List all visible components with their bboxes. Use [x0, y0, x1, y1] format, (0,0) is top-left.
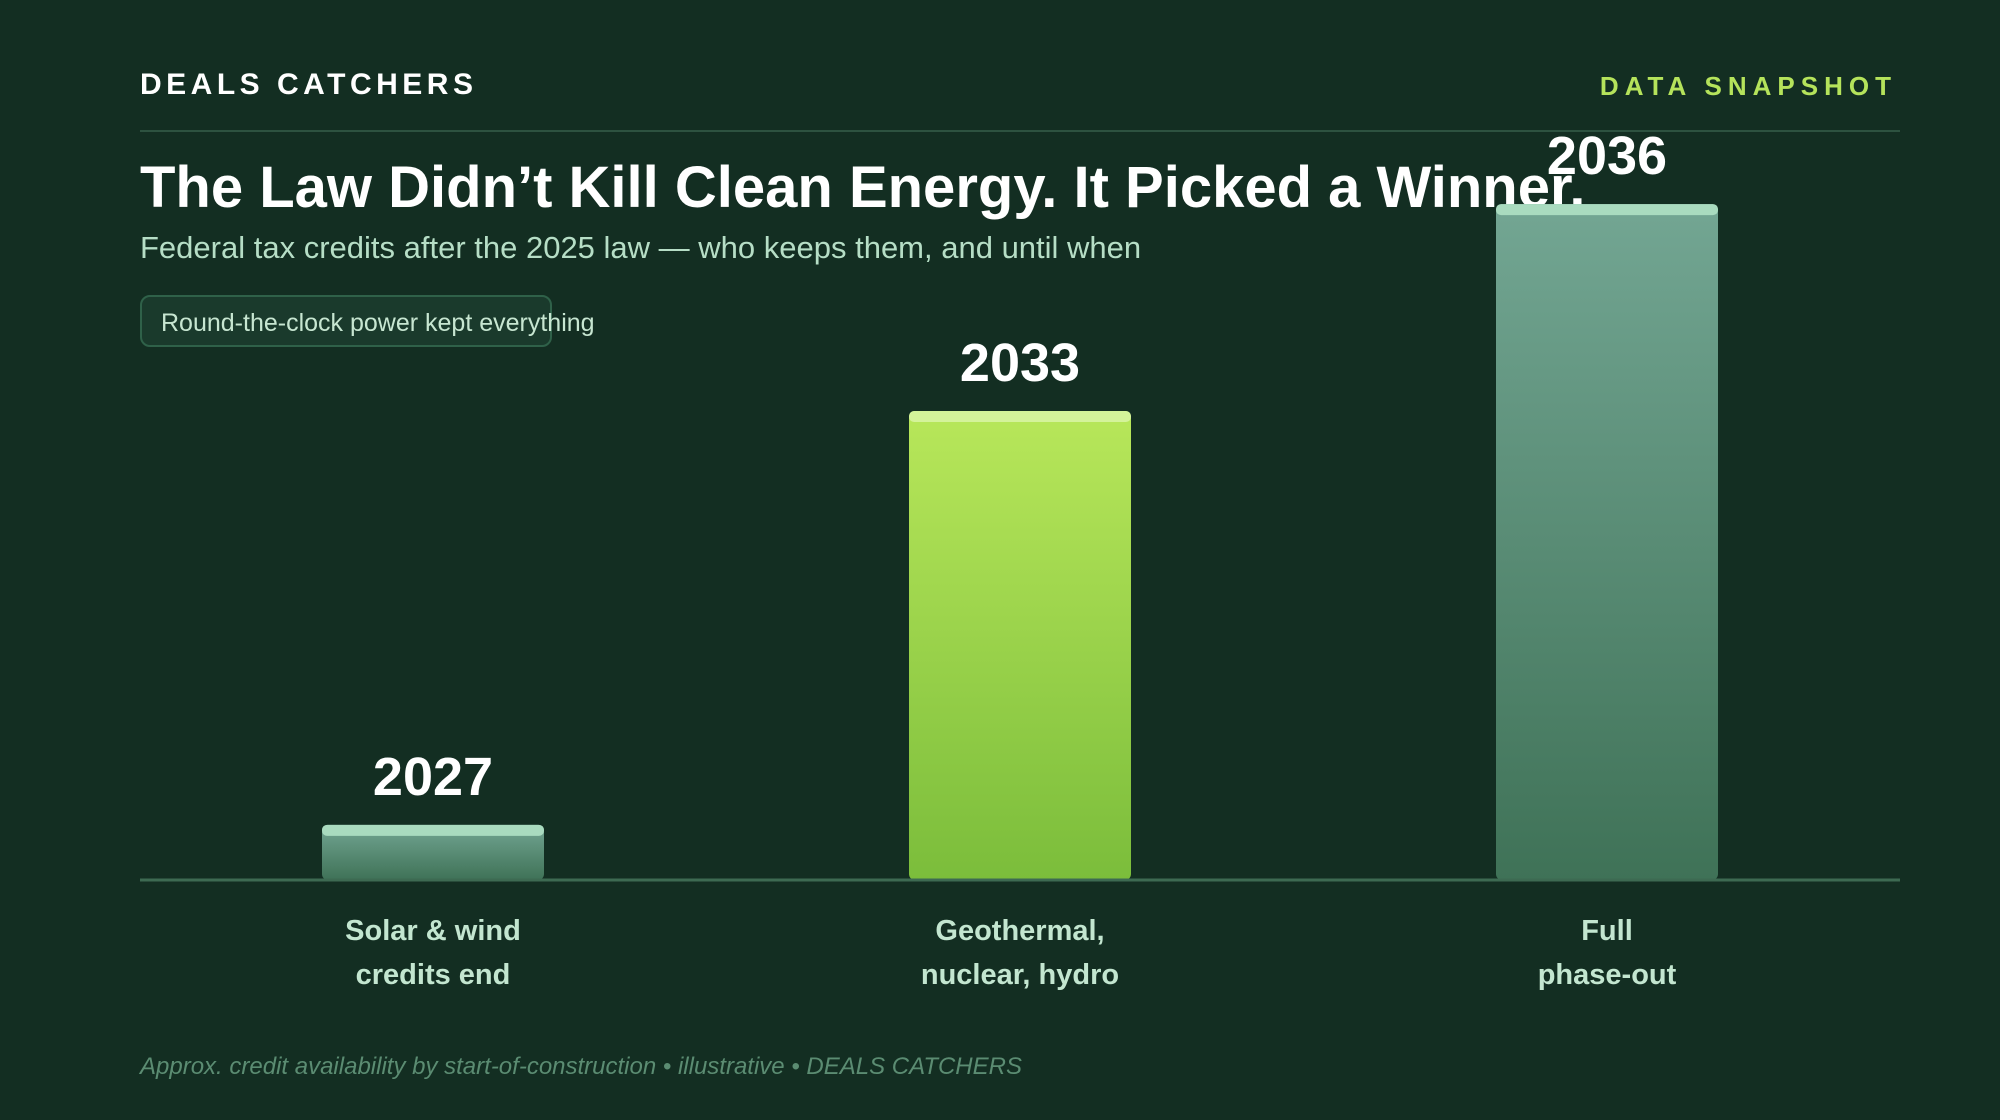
bar-cap-2: [1496, 204, 1718, 216]
callout-badge: Round-the-clock power kept everything: [140, 295, 595, 347]
value-label-0: 2027: [373, 747, 493, 807]
bar-0: [322, 824, 544, 880]
value-label-2: 2036: [1547, 126, 1667, 186]
section-tag: DATA SNAPSHOT: [1599, 71, 1897, 101]
chart-subtitle: Federal tax credits after the 2025 law —…: [140, 230, 1142, 265]
category-label-0-1: credits end: [356, 959, 511, 991]
category-label-2-1: phase-out: [1538, 959, 1677, 991]
bar-2: [1496, 204, 1718, 880]
category-label-1-1: nuclear, hydro: [921, 959, 1119, 991]
footer-note: Approx. credit availability by start-of-…: [140, 1053, 1022, 1080]
category-label-2-0: Full: [1581, 915, 1633, 947]
bar-cap-0: [322, 824, 544, 836]
chart-title: The Law Didn’t Kill Clean Energy. It Pic…: [140, 155, 1586, 220]
category-label-1-0: Geothermal,: [935, 915, 1104, 947]
value-label-1: 2033: [960, 333, 1080, 393]
bar-cap-1: [909, 411, 1131, 422]
bar-1: [909, 411, 1131, 880]
header-divider: [140, 130, 1900, 132]
brand-name: DEALS CATCHERS: [140, 68, 478, 101]
category-label-0-0: Solar & wind: [345, 915, 521, 947]
